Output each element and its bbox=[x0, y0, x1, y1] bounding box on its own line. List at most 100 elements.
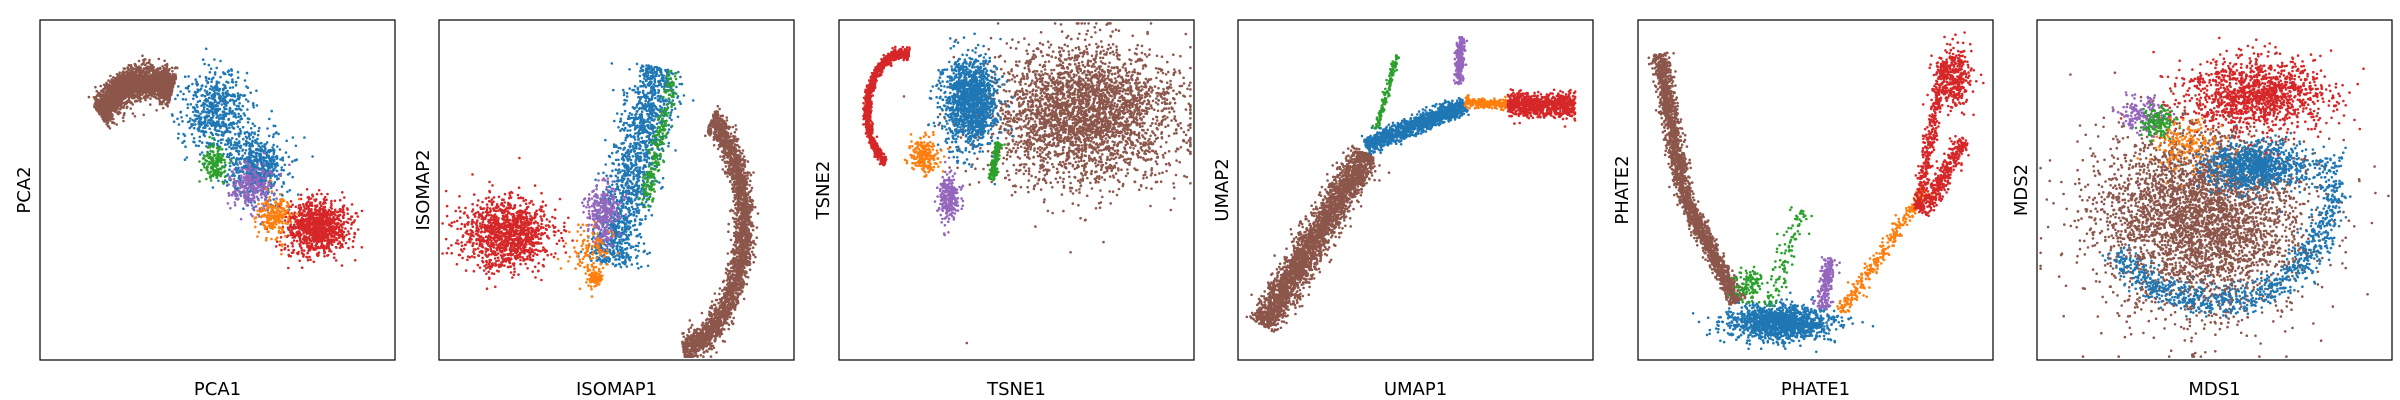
scatter-point bbox=[238, 186, 242, 190]
scatter-point bbox=[253, 155, 256, 159]
scatter-point bbox=[232, 121, 235, 124]
scatter-point bbox=[98, 103, 102, 106]
scatter-point bbox=[268, 117, 271, 121]
scatter-point bbox=[121, 76, 125, 79]
scatter-point bbox=[250, 131, 254, 134]
scatter-point bbox=[215, 83, 218, 87]
scatter-point bbox=[137, 59, 141, 63]
scatter-point bbox=[331, 211, 334, 214]
scatter-point bbox=[139, 79, 143, 82]
scatter-point bbox=[249, 190, 252, 193]
scatter-point bbox=[268, 184, 272, 188]
scatter-point bbox=[330, 229, 333, 233]
scatter-point bbox=[242, 137, 245, 141]
scatter-point bbox=[99, 92, 102, 96]
scatter-point bbox=[283, 243, 287, 246]
scatter-point bbox=[275, 197, 278, 200]
scatter-point bbox=[253, 131, 256, 134]
scatter-point bbox=[279, 235, 283, 239]
scatter-point bbox=[272, 133, 275, 136]
scatter-point bbox=[215, 66, 218, 70]
scatter-point bbox=[102, 105, 105, 109]
scatter-point bbox=[146, 96, 149, 99]
scatter-point bbox=[94, 102, 98, 106]
scatter-point bbox=[126, 66, 129, 69]
scatter-point bbox=[237, 152, 241, 156]
scatter-point bbox=[111, 101, 114, 104]
scatter-point bbox=[165, 68, 168, 72]
scatter-point bbox=[295, 158, 298, 162]
scatter-point bbox=[142, 70, 146, 74]
scatter-point bbox=[218, 113, 222, 117]
scatter-point bbox=[238, 190, 242, 194]
scatter-point bbox=[207, 119, 210, 122]
scatter-point bbox=[317, 189, 321, 192]
scatter-point bbox=[235, 161, 238, 164]
scatter-point bbox=[291, 227, 294, 230]
scatter-point bbox=[217, 81, 221, 84]
scatter-point bbox=[341, 208, 345, 212]
scatter-point bbox=[217, 139, 220, 143]
scatter-point bbox=[143, 84, 147, 88]
scatter-point bbox=[201, 84, 204, 87]
scatter-point bbox=[319, 204, 323, 207]
scatter-point bbox=[160, 74, 163, 78]
scatter-point bbox=[247, 117, 251, 121]
scatter-point bbox=[246, 108, 249, 111]
scatter-point bbox=[255, 148, 258, 152]
scatter-point bbox=[225, 155, 229, 158]
scatter-point bbox=[239, 132, 242, 135]
scatter-point bbox=[225, 128, 229, 131]
scatter-point bbox=[210, 85, 213, 88]
scatter-point bbox=[291, 160, 294, 163]
scatter-point bbox=[236, 94, 240, 98]
scatter-point bbox=[221, 120, 224, 124]
scatter-point bbox=[282, 181, 285, 184]
scatter-point bbox=[227, 194, 231, 197]
scatter-point bbox=[234, 144, 238, 147]
scatter-point bbox=[228, 168, 231, 171]
scatter-point bbox=[135, 75, 139, 78]
scatter-point bbox=[112, 109, 115, 113]
scatter-point bbox=[228, 164, 232, 168]
scatter-point bbox=[242, 191, 246, 195]
scatter-point bbox=[189, 103, 193, 106]
scatter-point bbox=[351, 245, 355, 249]
scatter-point bbox=[360, 246, 364, 249]
scatter-point bbox=[313, 208, 317, 211]
scatter-point bbox=[241, 168, 244, 172]
scatter-point bbox=[243, 172, 246, 176]
scatter-point bbox=[183, 158, 187, 161]
scatter-point bbox=[255, 104, 259, 107]
scatter-point bbox=[204, 97, 208, 101]
scatter-point bbox=[297, 204, 301, 207]
scatter-point bbox=[266, 171, 269, 175]
scatter-point bbox=[94, 85, 97, 89]
scatter-point bbox=[140, 76, 143, 80]
scatter-point bbox=[306, 245, 309, 249]
scatter-point bbox=[128, 79, 132, 83]
scatter-point bbox=[272, 143, 275, 147]
scatter-point bbox=[119, 91, 123, 94]
scatter-point bbox=[209, 67, 213, 71]
scatter-point bbox=[222, 114, 225, 118]
scatter-point bbox=[344, 241, 348, 245]
scatter-point bbox=[305, 239, 309, 242]
scatter-point bbox=[116, 98, 120, 101]
scatter-point bbox=[119, 107, 122, 111]
scatter-point bbox=[206, 81, 209, 85]
scatter-point bbox=[149, 88, 152, 92]
scatter-point bbox=[213, 138, 216, 142]
scatter-point bbox=[198, 119, 201, 123]
scatter-point bbox=[307, 206, 310, 209]
scatter-point bbox=[114, 101, 118, 105]
scatter-point bbox=[202, 105, 206, 109]
scatter-point bbox=[231, 94, 235, 98]
scatter-point bbox=[228, 126, 231, 129]
scatter-point bbox=[212, 97, 215, 101]
scatter-point bbox=[132, 96, 135, 100]
scatter-point bbox=[192, 94, 195, 97]
scatter-point bbox=[241, 185, 244, 189]
scatter-point bbox=[246, 121, 250, 124]
scatter-point bbox=[269, 149, 273, 153]
